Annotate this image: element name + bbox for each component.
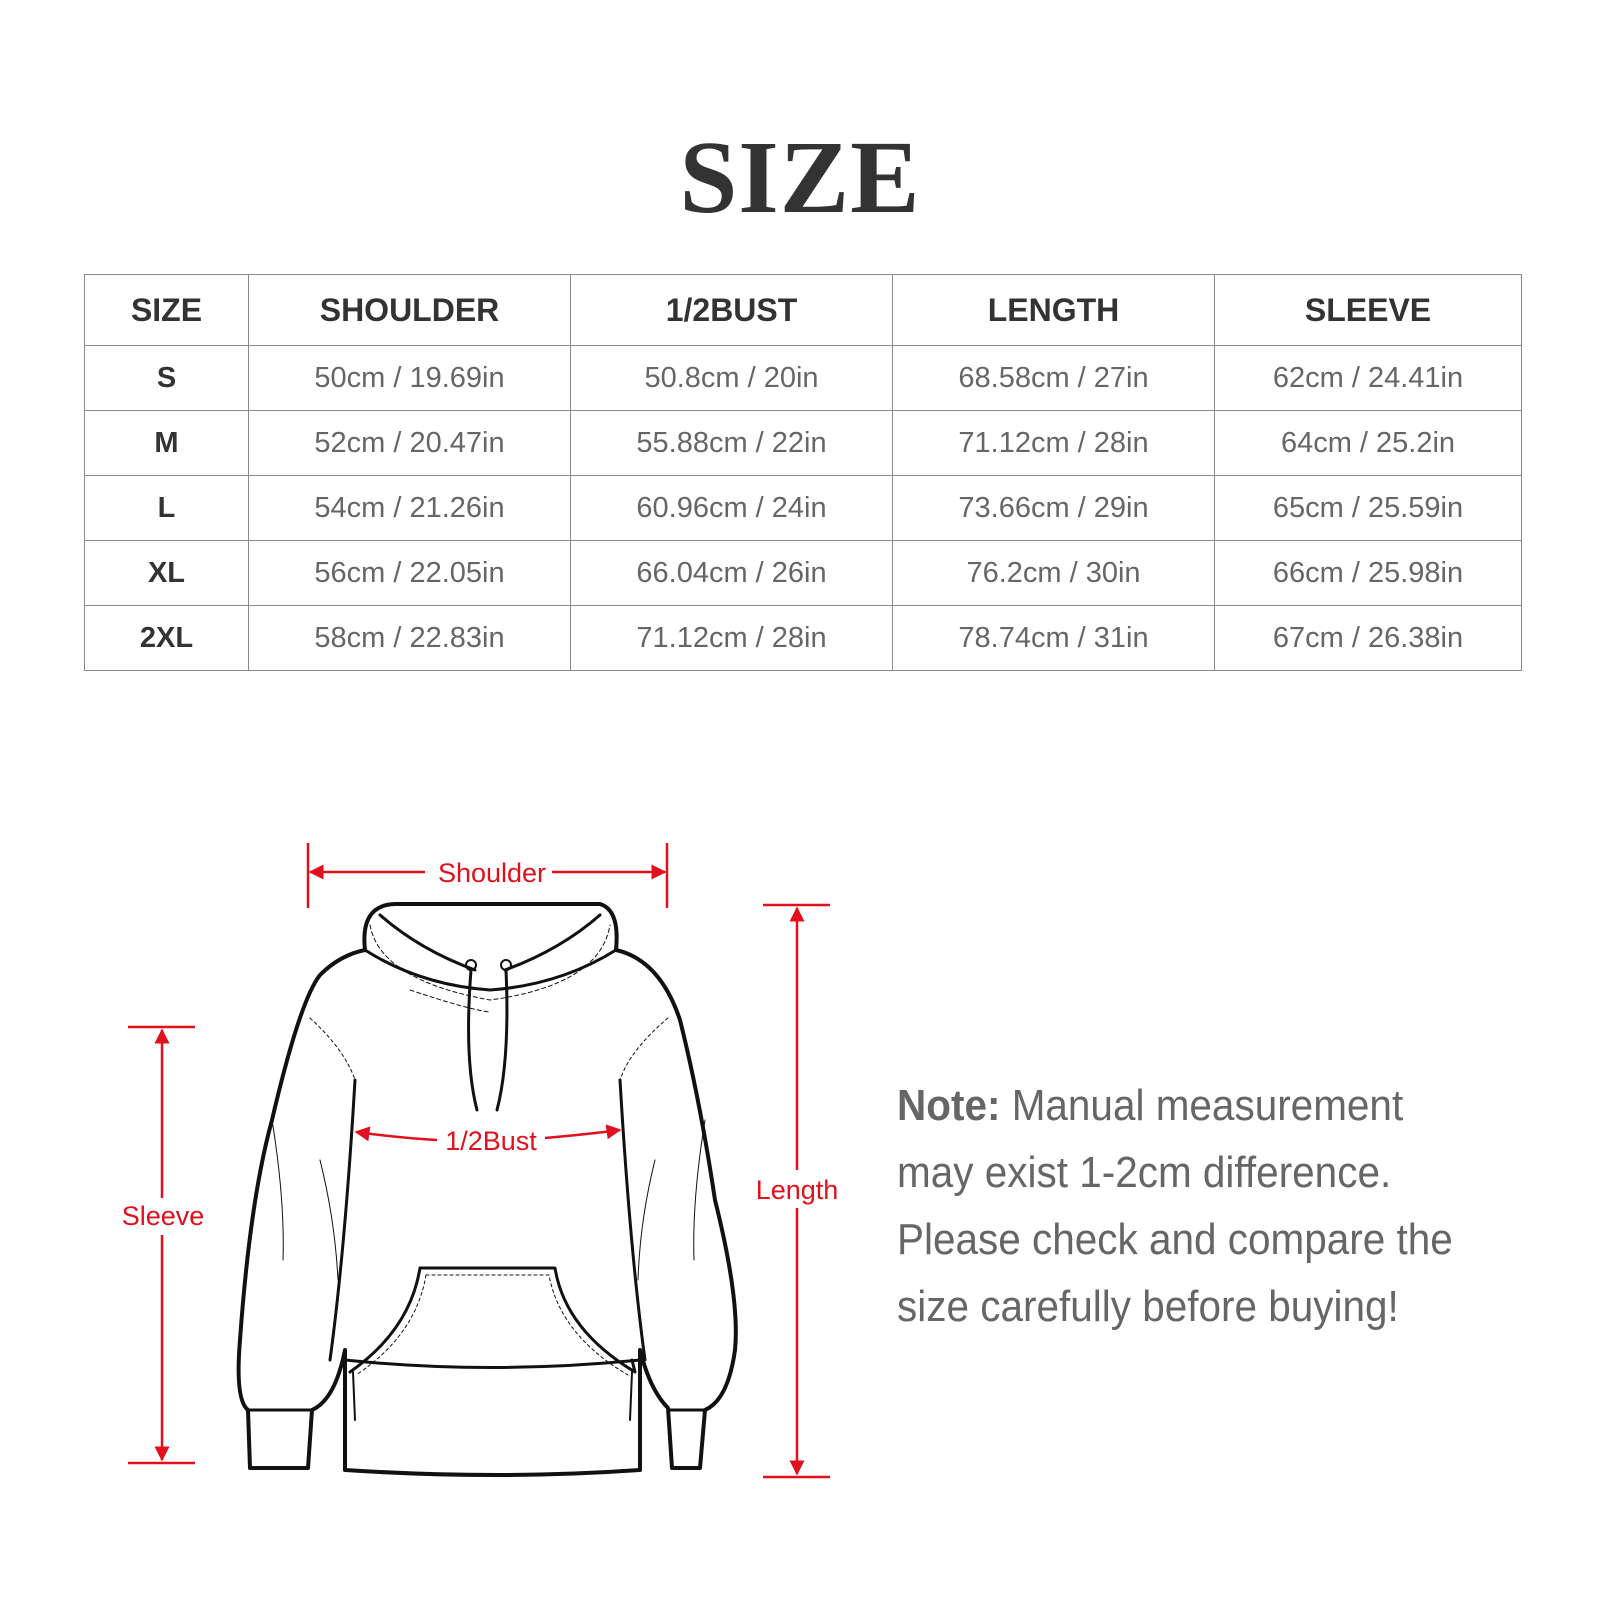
header-size: SIZE [84,274,249,346]
sleeve-label: Sleeve [122,1201,205,1231]
table-row: XL 56cm / 22.05in 66.04cm / 26in 76.2cm / 3… [84,540,1522,606]
measurement-cell: 55.88cm / 22in [570,410,893,476]
header-sleeve: SLEEVE [1214,274,1522,346]
measurement-cell: 71.12cm / 28in [892,410,1215,476]
shoulder-label: Shoulder [438,858,546,888]
measurement-cell: 65cm / 25.59in [1214,475,1522,541]
measurement-cell: 50.8cm / 20in [570,345,893,411]
measurement-note: Note: Manual measurement may exist 1-2cm… [897,1072,1486,1340]
bust-arrow-left [354,1126,438,1142]
table-row: L 54cm / 21.26in 60.96cm / 24in 73.66cm / 2… [84,475,1522,541]
size-cell: L [84,475,249,541]
measurement-cell: 67cm / 26.38in [1214,605,1522,671]
table-row: M 52cm / 20.47in 55.88cm / 22in 71.12cm / 2… [84,410,1522,476]
note-text: Manual measurement may exist 1-2cm diffe… [897,1081,1453,1331]
bust-label: 1/2Bust [445,1126,537,1156]
measurement-cell: 71.12cm / 28in [570,605,893,671]
measurement-cell: 76.2cm / 30in [892,540,1215,606]
table-header-row: SIZE SHOULDER 1/2BUST LENGTH SLEEVE [84,274,1522,346]
size-cell: 2XL [84,605,249,671]
measurement-cell: 62cm / 24.41in [1214,345,1522,411]
table-row: S 50cm / 19.69in 50.8cm / 20in 68.58cm / 27… [84,345,1522,411]
header-length: LENGTH [892,274,1215,346]
measurement-cell: 56cm / 22.05in [248,540,571,606]
size-cell: M [84,410,249,476]
measurement-cell: 54cm / 21.26in [248,475,571,541]
header-bust: 1/2BUST [570,274,893,346]
bust-arrow-right [544,1124,622,1140]
note-label: Note: [897,1081,1001,1130]
hoodie-illustration [236,902,738,1477]
measurement-cell: 73.66cm / 29in [892,475,1215,541]
measurement-cell: 64cm / 25.2in [1214,410,1522,476]
measurement-cell: 50cm / 19.69in [248,345,571,411]
measurement-cell: 66.04cm / 26in [570,540,893,606]
measurement-cell: 52cm / 20.47in [248,410,571,476]
table-row: 2XL 58cm / 22.83in 71.12cm / 28in 78.74cm /… [84,605,1522,671]
measurement-cell: 66cm / 25.98in [1214,540,1522,606]
measurement-cell: 60.96cm / 24in [570,475,893,541]
page-title: SIZE [679,120,921,235]
length-label: Length [756,1175,839,1205]
size-table: SIZE SHOULDER 1/2BUST LENGTH SLEEVE S 50c… [84,274,1522,671]
size-cell: S [84,345,249,411]
measurement-cell: 58cm / 22.83in [248,605,571,671]
measurement-arrows [128,843,830,1479]
measurement-cell: 78.74cm / 31in [892,605,1215,671]
